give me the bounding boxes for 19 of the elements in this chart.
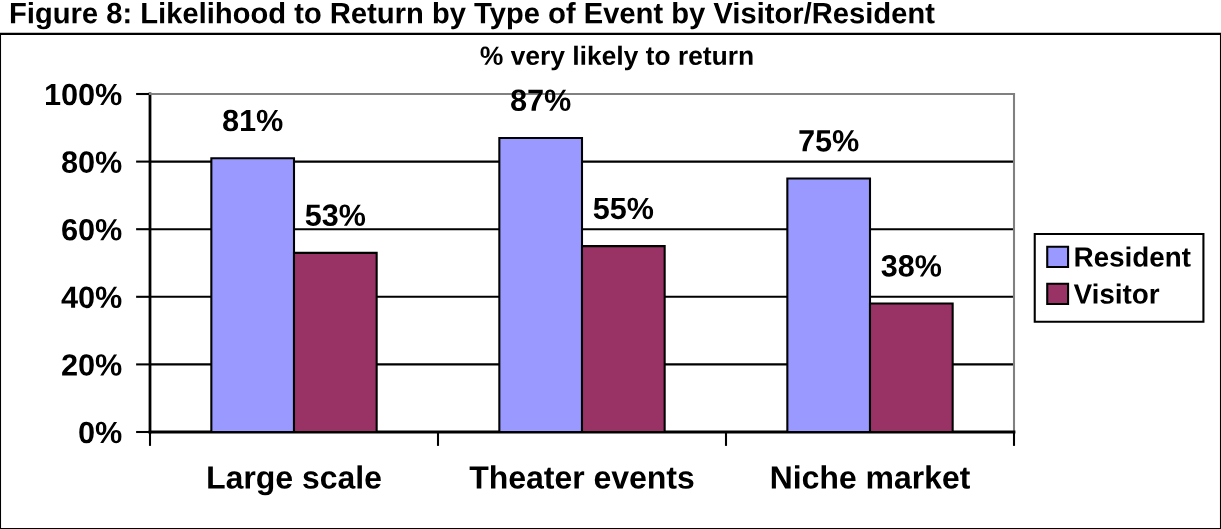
y-tick-label: 80% <box>62 151 122 173</box>
x-tick-label: Theater events <box>469 465 694 489</box>
chart-title: Figure 8: Likelihood to Return by Type of Event by Visitor/Resident <box>10 2 935 30</box>
y-tick-label: 60% <box>62 218 122 241</box>
data-label: 75% <box>799 130 859 152</box>
y-tick-label: 0% <box>79 421 122 444</box>
data-label: 55% <box>593 197 654 220</box>
chart-subtitle: % very likely to return <box>480 45 753 71</box>
x-tick-label: Niche market <box>771 465 970 489</box>
y-tick-label: 40% <box>61 286 122 309</box>
data-label: 81% <box>223 109 283 132</box>
data-label: 53% <box>305 204 366 227</box>
x-tick-label: Large scale <box>208 465 381 496</box>
y-tick-label: 100% <box>46 83 122 106</box>
legend-label: Visitor <box>1073 283 1160 304</box>
data-label: 38% <box>881 255 942 277</box>
data-label: 87% <box>511 89 571 112</box>
y-tick-label: 20% <box>62 354 122 376</box>
legend-label: Resident <box>1075 246 1191 267</box>
